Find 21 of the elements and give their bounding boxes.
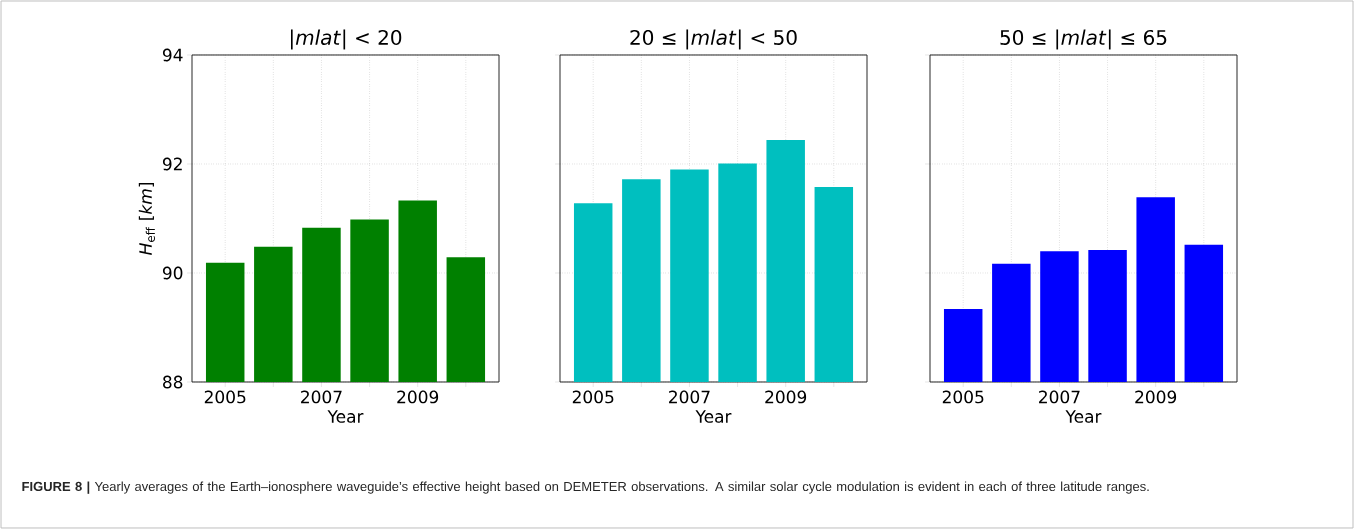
x-axis-title: Year <box>1065 410 1102 423</box>
x-tick-label: 2009 <box>1135 390 1177 404</box>
y-tick-label: 94 <box>162 48 183 62</box>
chart-title: 50 ≤ |mlat| ≤ 65 <box>1000 29 1167 50</box>
x-tick-label: 2005 <box>942 390 984 404</box>
y-tick-label: 88 <box>163 375 183 389</box>
x-axis-title: Year <box>695 410 732 423</box>
y-tick-label: 92 <box>162 157 182 171</box>
y-axis-title: H$_{eff}$ [km] <box>138 183 155 255</box>
chart-title: |mlat| < 20 <box>290 29 402 50</box>
x-tick-label: 2005 <box>572 390 614 404</box>
x-tick-label: 2009 <box>765 390 807 404</box>
x-axis-title: Year <box>327 410 364 423</box>
x-tick-label: 2007 <box>301 390 342 404</box>
x-tick-label: 2005 <box>204 390 246 404</box>
x-tick-label: 2007 <box>1039 390 1080 404</box>
text: FIGURE 8 | Yearly averages of the Earth–ionosphere waveguide’s effective height based on DEMETER observations. A similar solar cycle modulation is evident in each of three latitude ranges. <box>22 481 1149 494</box>
y-tick-label: 90 <box>162 266 183 280</box>
x-tick-label: 2007 <box>669 390 710 404</box>
chart-title: 20 ≤ |mlat| < 50 <box>630 29 797 50</box>
x-tick-label: 2009 <box>397 390 439 404</box>
